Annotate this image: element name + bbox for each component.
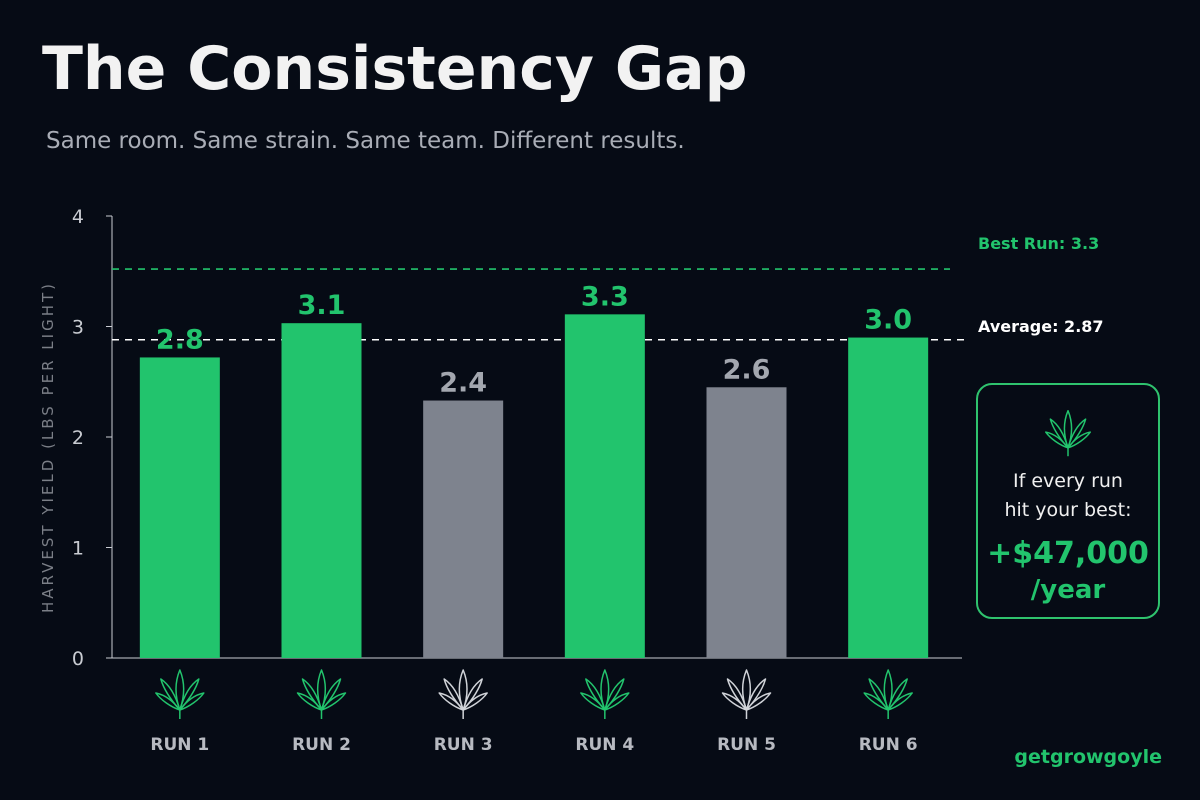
y-tick-label: 3: [72, 317, 84, 339]
savings-callout: If every run hit your best: +$47,000 /ye…: [976, 383, 1160, 619]
y-tick-label: 2: [72, 427, 84, 449]
value-label: 3.3: [581, 281, 629, 312]
bar: [281, 323, 362, 658]
value-label: 3.1: [298, 290, 346, 321]
category-label: RUN 1: [150, 735, 209, 755]
callout-text-line2: hit your best:: [1004, 499, 1132, 521]
category-label: RUN 5: [717, 735, 776, 755]
y-axis-label: HARVEST YIELD (LBS PER LIGHT): [39, 281, 57, 613]
bar: [564, 314, 645, 658]
cannabis-leaf-icon: [580, 669, 630, 720]
bar: [423, 400, 504, 658]
bar: [706, 387, 787, 658]
value-label: 2.4: [439, 368, 487, 399]
callout-text-line1: If every run: [1013, 470, 1123, 492]
category-label: RUN 4: [575, 735, 634, 755]
page-title: The Consistency Gap: [42, 34, 748, 104]
cannabis-leaf-icon: [296, 669, 347, 720]
callout-period: /year: [1030, 575, 1106, 605]
reference-line-label: Best Run: 3.3: [978, 234, 1099, 253]
category-label: RUN 3: [434, 735, 493, 755]
y-tick-label: 1: [72, 538, 84, 560]
page-subtitle: Same room. Same strain. Same team. Diffe…: [46, 128, 685, 154]
category-label: RUN 6: [859, 735, 918, 755]
callout-text: If every run hit your best:: [978, 467, 1158, 525]
value-label: 2.8: [156, 324, 204, 355]
value-label: 2.6: [723, 354, 771, 385]
reference-line-label: Average: 2.87: [978, 317, 1104, 336]
cannabis-leaf-icon: [1044, 409, 1092, 457]
value-labels: 2.8 3.1 2.4 3.3 2.6 3.0: [156, 281, 912, 398]
cannabis-leaf-icon: [863, 669, 913, 720]
bar: [848, 337, 929, 658]
bar: [139, 357, 220, 658]
category-labels: RUN 1 RUN 2 RUN 3 RUN 4 RUN 5 RUN 6: [150, 735, 917, 755]
y-axis: 0 1 2 3 4 HARVEST YIELD (LBS PER LIGHT): [39, 206, 962, 670]
cannabis-leaf-icon: [721, 669, 772, 720]
callout-amount: +$47,000: [987, 536, 1149, 571]
reference-lines: Best Run: 3.3 Average: 2.87: [112, 234, 1104, 341]
value-label: 3.0: [864, 305, 912, 336]
brand-name: getgrowgoyle: [1014, 746, 1162, 768]
category-label: RUN 2: [292, 735, 351, 755]
bars: [139, 314, 929, 658]
y-tick-label: 4: [72, 206, 84, 228]
run-icons: [155, 669, 913, 720]
y-tick-label: 0: [72, 648, 84, 670]
cannabis-leaf-icon: [438, 669, 488, 720]
cannabis-leaf-icon: [155, 669, 205, 720]
